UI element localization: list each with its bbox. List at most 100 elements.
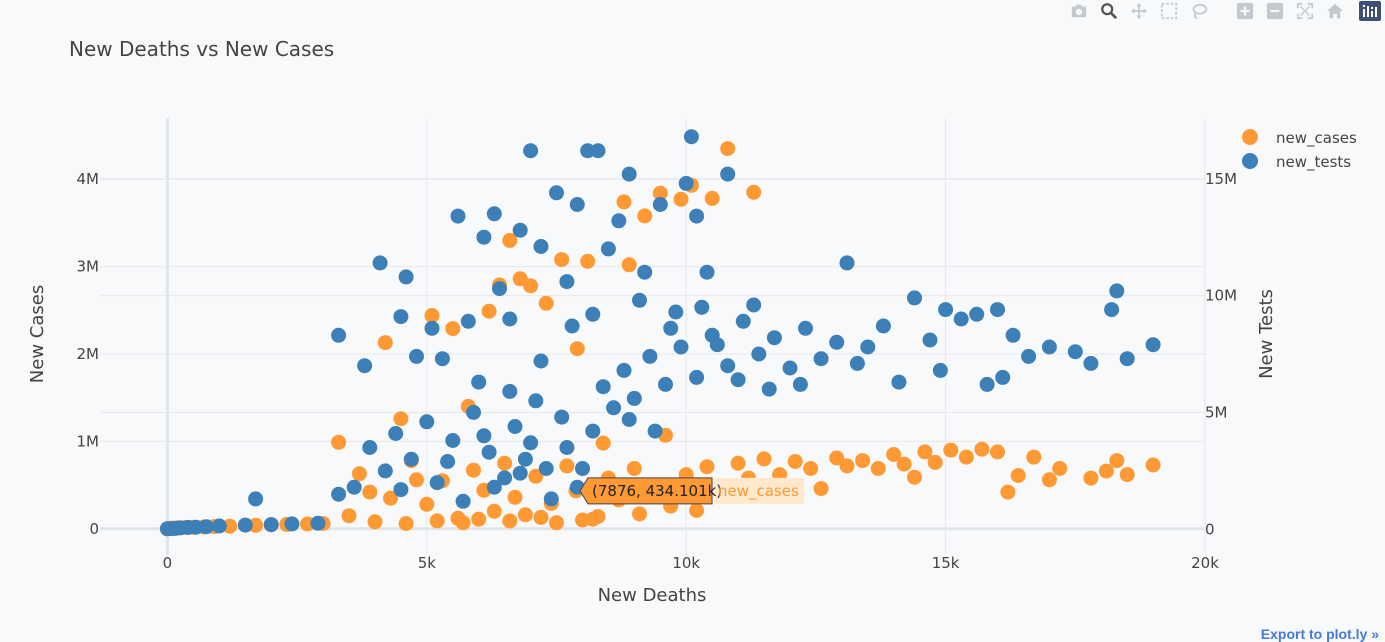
point-new-tests[interactable] bbox=[621, 166, 637, 182]
point-new-cases[interactable] bbox=[673, 191, 689, 207]
point-new-tests[interactable] bbox=[663, 320, 679, 336]
point-new-cases[interactable] bbox=[590, 509, 606, 524]
point-new-tests[interactable] bbox=[746, 297, 762, 313]
point-new-tests[interactable] bbox=[502, 383, 518, 399]
zoom-icon[interactable] bbox=[1097, 0, 1121, 22]
point-new-tests[interactable] bbox=[523, 143, 539, 159]
point-new-cases[interactable] bbox=[445, 321, 461, 337]
point-new-cases[interactable] bbox=[575, 512, 590, 528]
point-new-cases[interactable] bbox=[429, 513, 445, 529]
point-new-tests[interactable] bbox=[798, 320, 813, 336]
point-new-cases[interactable] bbox=[652, 185, 668, 201]
point-new-tests[interactable] bbox=[580, 143, 596, 159]
point-new-tests[interactable] bbox=[263, 517, 279, 533]
point-new-tests[interactable] bbox=[585, 423, 601, 439]
point-new-tests[interactable] bbox=[440, 454, 456, 469]
point-new-tests[interactable] bbox=[362, 440, 378, 455]
point-new-cases[interactable] bbox=[502, 232, 518, 248]
point-new-cases[interactable] bbox=[409, 472, 424, 488]
point-new-cases[interactable] bbox=[886, 447, 902, 462]
point-new-cases[interactable] bbox=[756, 451, 772, 467]
point-new-cases[interactable] bbox=[730, 455, 746, 471]
point-new-cases[interactable] bbox=[424, 308, 440, 323]
autoscale-icon[interactable] bbox=[1293, 0, 1317, 22]
point-new-cases[interactable] bbox=[632, 506, 647, 522]
point-new-tests[interactable] bbox=[1021, 348, 1037, 364]
point-new-tests[interactable] bbox=[372, 255, 388, 271]
point-new-cases[interactable] bbox=[481, 303, 497, 319]
point-new-tests[interactable] bbox=[512, 222, 528, 238]
point-new-tests[interactable] bbox=[198, 519, 214, 535]
point-new-tests[interactable] bbox=[248, 491, 264, 507]
zoom-in-icon[interactable] bbox=[1233, 0, 1257, 22]
point-new-tests[interactable] bbox=[403, 451, 419, 467]
point-new-tests[interactable] bbox=[554, 409, 570, 425]
point-new-tests[interactable] bbox=[486, 206, 502, 222]
point-new-tests[interactable] bbox=[434, 351, 450, 367]
point-new-tests[interactable] bbox=[621, 412, 637, 427]
point-new-cases[interactable] bbox=[720, 141, 736, 157]
point-new-cases[interactable] bbox=[1083, 470, 1099, 486]
plotly-logo-icon[interactable] bbox=[1359, 1, 1381, 21]
point-new-tests[interactable] bbox=[460, 313, 476, 329]
point-new-tests[interactable] bbox=[1119, 351, 1135, 367]
point-new-cases[interactable] bbox=[580, 253, 596, 269]
point-new-tests[interactable] bbox=[689, 369, 705, 385]
point-new-cases[interactable] bbox=[383, 490, 398, 506]
legend-item-new-cases[interactable]: new_cases bbox=[1242, 129, 1357, 148]
point-new-tests[interactable] bbox=[393, 309, 409, 325]
point-new-cases[interactable] bbox=[699, 459, 715, 475]
point-new-tests[interactable] bbox=[720, 358, 736, 374]
point-new-tests[interactable] bbox=[559, 440, 575, 455]
point-new-tests[interactable] bbox=[543, 491, 559, 507]
lasso-icon[interactable] bbox=[1187, 0, 1211, 22]
point-new-tests[interactable] bbox=[492, 281, 507, 297]
point-new-cases[interactable] bbox=[616, 194, 632, 210]
point-new-tests[interactable] bbox=[600, 241, 616, 257]
point-new-tests[interactable] bbox=[481, 444, 497, 460]
point-new-tests[interactable] bbox=[486, 479, 502, 495]
point-new-tests[interactable] bbox=[528, 393, 544, 409]
point-new-tests[interactable] bbox=[626, 390, 642, 406]
point-new-tests[interactable] bbox=[502, 311, 518, 327]
point-new-tests[interactable] bbox=[429, 475, 445, 491]
point-new-tests[interactable] bbox=[569, 197, 585, 212]
point-new-tests[interactable] bbox=[1083, 355, 1099, 371]
point-new-tests[interactable] bbox=[559, 274, 575, 290]
point-new-cases[interactable] bbox=[704, 190, 720, 206]
point-new-tests[interactable] bbox=[678, 175, 694, 191]
point-new-tests[interactable] bbox=[419, 414, 435, 430]
point-new-tests[interactable] bbox=[751, 346, 767, 362]
point-new-tests[interactable] bbox=[585, 306, 601, 322]
point-new-cases[interactable] bbox=[559, 458, 575, 474]
point-new-tests[interactable] bbox=[398, 269, 414, 285]
point-new-cases[interactable] bbox=[538, 295, 554, 311]
point-new-tests[interactable] bbox=[590, 143, 606, 159]
point-new-cases[interactable] bbox=[1052, 461, 1068, 476]
point-new-cases[interactable] bbox=[870, 461, 886, 476]
point-new-tests[interactable] bbox=[507, 419, 523, 434]
point-new-tests[interactable] bbox=[616, 362, 632, 378]
export-link[interactable]: Export to plot.ly » bbox=[1260, 626, 1379, 642]
point-new-tests[interactable] bbox=[1109, 283, 1125, 299]
point-new-tests[interactable] bbox=[932, 362, 948, 378]
point-new-cases[interactable] bbox=[486, 503, 502, 519]
point-new-tests[interactable] bbox=[683, 129, 699, 145]
point-new-cases[interactable] bbox=[917, 444, 933, 460]
legend-item-new-tests[interactable]: new_tests bbox=[1242, 153, 1351, 172]
point-new-tests[interactable] bbox=[907, 290, 922, 306]
point-new-cases[interactable] bbox=[990, 444, 1005, 460]
point-new-cases[interactable] bbox=[471, 511, 487, 527]
point-new-tests[interactable] bbox=[611, 213, 627, 229]
point-new-tests[interactable] bbox=[476, 428, 492, 444]
point-new-tests[interactable] bbox=[1067, 344, 1083, 360]
point-new-tests[interactable] bbox=[450, 208, 466, 224]
home-icon[interactable] bbox=[1323, 0, 1347, 22]
point-new-cases[interactable] bbox=[787, 454, 803, 469]
point-new-tests[interactable] bbox=[875, 318, 891, 334]
point-new-tests[interactable] bbox=[860, 339, 876, 355]
point-new-tests[interactable] bbox=[792, 376, 808, 392]
point-new-tests[interactable] bbox=[517, 451, 533, 467]
point-new-tests[interactable] bbox=[575, 461, 590, 476]
point-new-tests[interactable] bbox=[284, 516, 300, 532]
